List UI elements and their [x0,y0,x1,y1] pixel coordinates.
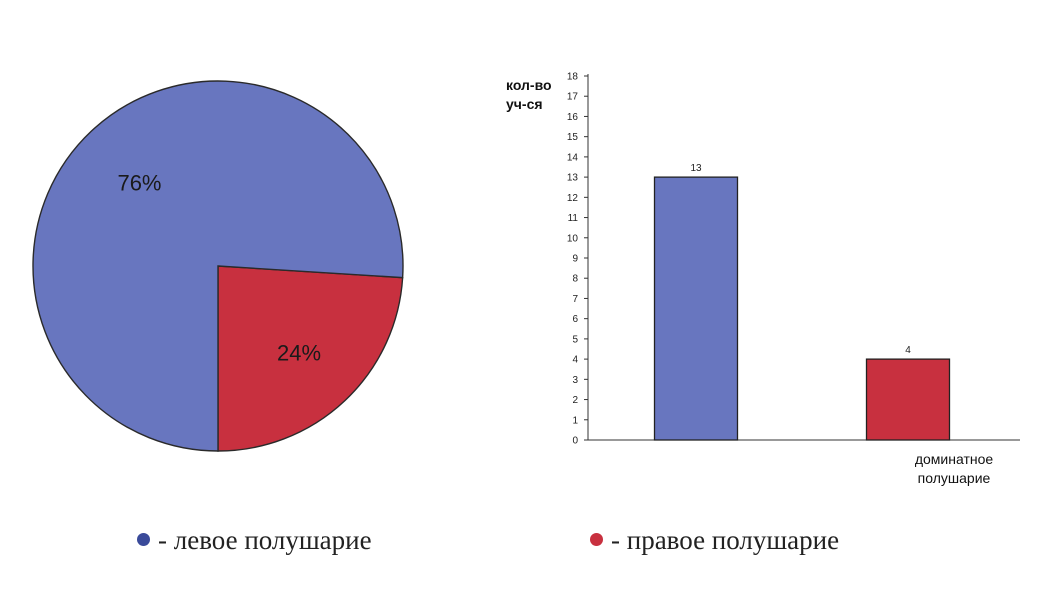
legend-left-marker [137,533,150,547]
pie-chart: 24% 76% [32,80,404,452]
y-tick-label: 12 [567,193,579,204]
bar [865,358,951,441]
y-tick-label: 6 [572,314,578,325]
x-axis-label: полушарие [918,470,991,486]
y-tick-label: 3 [572,375,578,386]
y-tick-label: 7 [572,294,578,305]
legend-left-label: - левое полушарие [158,525,372,555]
y-tick-label: 10 [567,233,579,244]
y-tick-label: 9 [572,254,578,265]
pie-slice [217,265,404,452]
bar [653,176,739,441]
legend-right-marker [590,533,603,547]
pie-slice-label: 76% [117,170,161,195]
y-tick-label: 14 [567,152,579,163]
y-tick-label: 5 [572,334,578,345]
y-axis-label: уч-ся [506,96,543,112]
pie-slice-label: 24% [277,340,321,365]
bar-chart: 0123456789101112131415161718кол-воуч-ся1… [506,72,1020,486]
x-axis-label: доминатное [915,451,994,467]
y-tick-label: 1 [572,415,578,426]
y-tick-label: 11 [568,213,579,224]
legend-left: - левое полушарие [137,525,372,556]
y-tick-label: 18 [567,72,579,83]
y-tick-label: 15 [567,132,579,143]
bar-value-label: 13 [690,163,702,174]
y-tick-label: 0 [572,436,578,447]
legend-right-label: - правое полушарие [611,525,840,555]
legend-right: - правое полушарие [590,525,839,556]
pie-slice [32,80,404,452]
y-tick-label: 8 [572,274,578,285]
y-tick-label: 16 [567,112,579,123]
y-axis-label: кол-во [506,77,552,93]
y-tick-label: 2 [572,395,578,406]
y-tick-label: 13 [567,173,579,184]
y-tick-label: 4 [572,355,578,366]
bar-value-label: 4 [905,345,911,356]
y-tick-label: 17 [567,92,579,103]
